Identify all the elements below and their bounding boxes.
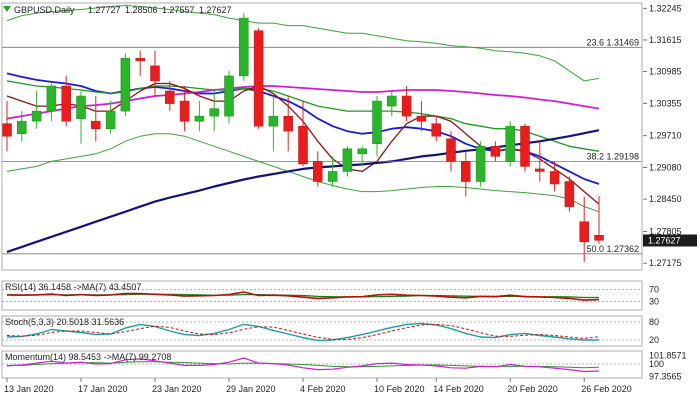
candle-body <box>253 30 264 127</box>
date-tick-label: 17 Jan 2020 <box>78 384 128 394</box>
stoch-tick-label: 20 <box>649 335 659 345</box>
header-triangle-icon <box>3 6 11 12</box>
candle-body <box>17 120 27 134</box>
rsi-tick-label: 70 <box>649 285 659 295</box>
candles-layer <box>2 13 604 262</box>
price-tick-label: 1.29710 <box>649 131 682 141</box>
momentum-label: Momentum(14) 98.5453 ->MA(7) 99.2708 <box>5 352 171 362</box>
fibo-label: 50.0 1.27362 <box>586 244 639 254</box>
candle-body <box>357 148 367 155</box>
price-tick-label: 1.31615 <box>649 35 682 45</box>
candle-body <box>135 58 145 62</box>
ohlc-header: GBPUSD,Daily 1.27727 1.28506 1.27557 1.2… <box>3 5 232 15</box>
bands-layer <box>6 5 600 213</box>
frame-layer <box>1 2 643 379</box>
candle-body <box>268 115 279 127</box>
price-tick-label: 1.28450 <box>649 194 682 204</box>
date-tick-label: 13 Jan 2020 <box>4 384 54 394</box>
candle-body <box>194 115 205 122</box>
candle-body <box>446 138 456 162</box>
candle-body <box>342 148 353 172</box>
rsi-label: RSI(14) 36.1458 ->MA(7) 43.4507 <box>5 282 141 292</box>
pane-frame-stoch <box>1 315 643 347</box>
candle-body <box>2 123 12 137</box>
candle-body <box>387 95 397 107</box>
candle-body <box>120 58 131 112</box>
axis-layer: 1.32245 1.31615 1.30985 1.30355 1.29710 1.290… <box>4 3 697 394</box>
price-tick-label: 1.32245 <box>649 3 682 13</box>
date-tick-label: 20 Feb 2020 <box>507 384 558 394</box>
indicators-layer: RSI(14) 36.1458 ->MA(7) 43.4507 Stoch(5,3… <box>2 282 642 373</box>
candle-body <box>431 123 441 137</box>
header-low: 1.27557 <box>162 5 195 15</box>
candle-body <box>461 161 471 182</box>
fibo-label: 38.2 1.29198 <box>586 151 639 161</box>
header-open: 1.27727 <box>88 5 121 15</box>
price-tick-label: 1.30355 <box>649 98 682 108</box>
candle-body <box>313 161 323 182</box>
header-close: 1.27627 <box>199 5 232 15</box>
candle-body <box>564 181 575 207</box>
momentum-tick-label: 97.3565 <box>649 371 682 381</box>
date-tick-label: 4 Feb 2020 <box>300 384 346 394</box>
price-tick-label: 1.27805 <box>649 227 682 237</box>
candle-body <box>283 115 293 132</box>
candle-body <box>535 168 545 172</box>
candle-body <box>327 171 338 182</box>
candle-body <box>31 110 42 122</box>
date-tick-label: 29 Jan 2020 <box>226 384 276 394</box>
momentum-main-line <box>6 357 600 373</box>
candle-body <box>91 120 101 129</box>
candle-body <box>298 125 308 165</box>
stoch-tick-label: 80 <box>649 317 659 327</box>
band-upper-line <box>6 5 600 82</box>
candle-body <box>505 125 515 162</box>
momentum-tick-label: 100 <box>649 359 664 369</box>
pane-frame-rsi <box>1 280 643 311</box>
date-tick-label: 10 Feb 2020 <box>374 384 425 394</box>
price-tick-label: 1.30985 <box>649 67 682 77</box>
candle-body <box>549 171 560 185</box>
momentum-tick-label: 101.8571 <box>649 350 687 360</box>
candle-body <box>179 100 190 122</box>
header-high: 1.28506 <box>125 5 158 15</box>
candle-body <box>224 75 234 117</box>
candle-body <box>165 90 175 104</box>
stoch-signal-line <box>6 323 600 340</box>
candle-body <box>594 235 604 241</box>
rsi-tick-label: 30 <box>649 296 659 306</box>
date-tick-label: 26 Feb 2020 <box>581 384 632 394</box>
ma-line-navy <box>6 129 600 253</box>
band-lower-line <box>6 133 600 213</box>
candle-body <box>46 85 57 112</box>
candle-body <box>579 221 589 243</box>
candle-body <box>61 85 71 122</box>
price-tick-label: 1.27175 <box>649 258 682 268</box>
candle-body <box>372 100 382 145</box>
stoch-label: Stoch(5,3,3) 20.5018 31.5636 <box>5 317 124 327</box>
candle-body <box>416 115 427 122</box>
price-tick-label: 1.29080 <box>649 162 682 172</box>
candle-body <box>490 146 501 157</box>
candle-body <box>401 95 412 117</box>
date-tick-label: 14 Feb 2020 <box>433 384 484 394</box>
header-symbol: GBPUSD,Daily <box>14 5 75 15</box>
candle-body <box>520 125 530 167</box>
pane-frame-main <box>1 2 643 271</box>
last-price-label: 1.27627 <box>648 235 681 245</box>
last-price-box <box>643 234 697 247</box>
candle-body <box>475 146 486 182</box>
date-tick-label: 23 Jan 2020 <box>152 384 202 394</box>
pane-frame-mom <box>1 350 643 379</box>
candle-body <box>209 108 219 117</box>
fibo-label: 23.6 1.31469 <box>586 37 639 47</box>
candle-body <box>150 65 160 82</box>
candle-body <box>239 17 249 77</box>
ma-line-magenta <box>6 85 600 120</box>
candle-body <box>76 95 86 119</box>
rsi-main-line <box>6 291 600 301</box>
candle-body <box>105 110 116 129</box>
